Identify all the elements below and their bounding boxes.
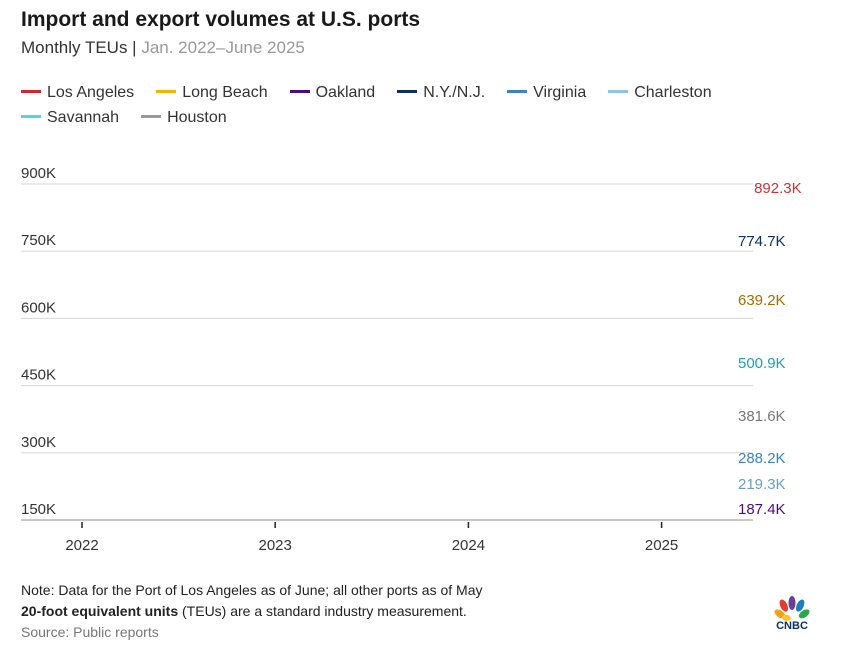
legend-item: Oakland: [289, 84, 376, 102]
end-value-label: 892.3K: [754, 180, 802, 197]
x-tick-label: 2024: [452, 537, 485, 554]
series-oakland: 187.4K: [738, 501, 786, 518]
note-rest: (TEUs) are a standard industry measureme…: [178, 603, 467, 619]
legend-label: Long Beach: [182, 84, 268, 101]
legend-item: Savannah: [21, 109, 119, 127]
y-tick-label: 750K: [21, 232, 56, 249]
legend-swatch: [21, 114, 41, 118]
legend-item: Charleston: [608, 84, 712, 102]
y-tick-label: 600K: [21, 299, 56, 316]
cnbc-logo: CNBC: [774, 596, 810, 632]
subtitle-main: Monthly TEUs: [21, 38, 128, 57]
note-bold-term: 20-foot equivalent units: [21, 603, 179, 619]
legend-label: Charleston: [634, 84, 712, 101]
chart-note: Note: Data for the Port of Los Angeles a…: [21, 580, 482, 622]
series-n-y-n-j: 774.7K: [738, 233, 786, 250]
x-tick-label: 2022: [65, 537, 98, 554]
subtitle-separator: |: [127, 38, 142, 57]
legend: Los Angeles Long Beach Oakland N.Y./N.J. Vir…: [21, 84, 821, 134]
x-tick-label: 2023: [259, 537, 292, 554]
note-line-1: Note: Data for the Port of Los Angeles a…: [21, 582, 483, 598]
series-charleston: 219.3K: [738, 476, 786, 493]
legend-swatch: [289, 89, 310, 93]
legend-item: Virginia: [507, 84, 586, 102]
legend-label: Los Angeles: [47, 84, 135, 101]
legend-label: Virginia: [533, 84, 587, 101]
end-value-label: 639.2K: [738, 292, 786, 309]
series-virginia: 288.2K: [738, 450, 786, 467]
legend-label: N.Y./N.J.: [423, 84, 486, 101]
subtitle-range: Jan. 2022–June 2025: [141, 38, 305, 57]
end-value-label: 774.7K: [738, 233, 786, 250]
legend-label: Houston: [167, 109, 227, 126]
legend-item: Long Beach: [156, 84, 268, 102]
legend-item: Los Angeles: [21, 84, 134, 102]
series-long-beach: 639.2K: [738, 292, 786, 309]
legend-label: Savannah: [47, 109, 120, 126]
y-tick-label: 450K: [21, 367, 56, 384]
legend-row: Los Angeles Long Beach Oakland N.Y./N.J. Vir…: [21, 84, 821, 109]
legend-item: N.Y./N.J.: [397, 84, 485, 102]
peacock-icon: [774, 596, 810, 621]
note-line-2: 20-foot equivalent units (TEUs) are a st…: [21, 601, 482, 622]
legend-swatch: [507, 89, 528, 93]
legend-row: Savannah Houston: [21, 109, 821, 134]
end-value-label: 219.3K: [738, 476, 786, 493]
line-chart: 150K 300K 450K 600K 750K 900K 2022 2023 2024 2025…: [21, 165, 802, 554]
legend-item: Houston: [141, 109, 227, 127]
legend-swatch: [141, 114, 162, 118]
series-savannah: 500.9K: [738, 355, 786, 372]
end-value-label: 187.4K: [738, 501, 786, 518]
logo-text: CNBC: [776, 620, 808, 632]
y-tick-label: 150K: [21, 501, 56, 518]
end-value-label: 500.9K: [738, 355, 786, 372]
chart-subtitle: Monthly TEUs | Jan. 2022–June 2025: [21, 38, 305, 58]
x-tick-label: 2025: [645, 537, 678, 554]
series-los-angeles: 892.3K: [754, 180, 802, 197]
end-value-label: 288.2K: [738, 450, 786, 467]
y-tick-label: 300K: [21, 434, 56, 451]
source-note: Source: Public reports: [21, 624, 159, 640]
legend-label: Oakland: [315, 84, 376, 101]
legend-swatch: [156, 89, 177, 93]
y-tick-label: 900K: [21, 165, 56, 182]
legend-swatch: [21, 89, 41, 93]
legend-swatch: [608, 89, 629, 93]
end-value-label: 381.6K: [738, 408, 786, 425]
chart-title: Import and export volumes at U.S. ports: [21, 8, 421, 31]
series-houston: 381.6K: [738, 408, 786, 425]
legend-swatch: [397, 89, 418, 93]
